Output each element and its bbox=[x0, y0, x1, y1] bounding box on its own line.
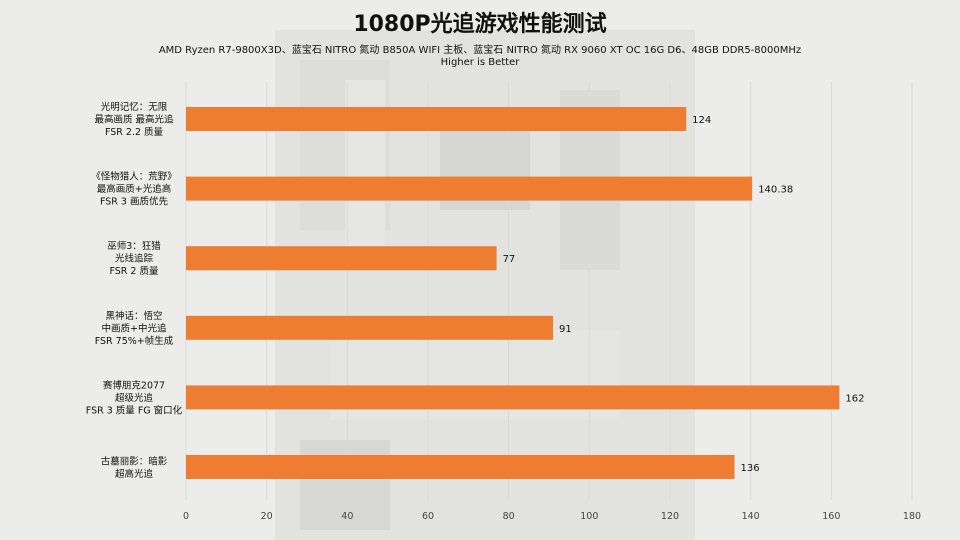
data-label: 91 bbox=[559, 324, 572, 335]
category-label: FSR 3 质量 FG 窗口化 bbox=[86, 404, 183, 416]
x-tick-label: 160 bbox=[822, 511, 840, 522]
category-label: 最高画质+光追高 bbox=[97, 183, 171, 195]
data-label: 77 bbox=[503, 254, 516, 265]
bar bbox=[186, 107, 687, 131]
bar bbox=[186, 246, 497, 271]
category-label: 巫师3：狂猎 bbox=[107, 240, 161, 252]
category-label: FSR 2.2 质量 bbox=[105, 126, 164, 138]
category-label: 光明记忆：无限 bbox=[101, 101, 168, 113]
x-tick-label: 0 bbox=[183, 511, 189, 522]
x-tick-label: 140 bbox=[742, 511, 760, 522]
category-label: 中画质+中光追 bbox=[102, 322, 167, 334]
x-tick-label: 120 bbox=[661, 511, 679, 522]
category-label: 赛博朋克2077 bbox=[103, 379, 165, 391]
x-tick-label: 180 bbox=[903, 511, 921, 522]
data-label: 136 bbox=[741, 463, 760, 474]
category-label: 超级光追 bbox=[115, 392, 154, 404]
data-label: 140.38 bbox=[758, 185, 793, 196]
x-tick-label: 80 bbox=[503, 511, 515, 522]
category-label: 古墓丽影：暗影 bbox=[101, 455, 168, 467]
bar bbox=[186, 176, 753, 201]
chart-note: Higher is Better bbox=[440, 57, 520, 68]
category-label: 黑神话：悟空 bbox=[105, 310, 162, 322]
category-label: FSR 75%+帧生成 bbox=[95, 335, 174, 347]
category-label: FSR 3 画质优先 bbox=[100, 196, 169, 208]
bar bbox=[186, 315, 554, 340]
bar bbox=[186, 455, 735, 479]
category-label: 超高光追 bbox=[115, 468, 154, 480]
category-label: 《怪物猎人：荒野》 bbox=[91, 171, 177, 183]
chart-title: 1080P光追游戏性能测试 bbox=[353, 12, 607, 37]
category-label: 最高画质 最高光追 bbox=[94, 114, 174, 126]
chart-subtitle: AMD Ryzen R7-9800X3D、蓝宝石 NITRO 氮动 B850A … bbox=[158, 45, 802, 56]
bar bbox=[186, 385, 840, 410]
x-tick-label: 60 bbox=[422, 511, 434, 522]
data-label: 162 bbox=[845, 393, 864, 404]
category-label: FSR 2 质量 bbox=[109, 265, 159, 277]
category-label: 光线追踪 bbox=[115, 253, 154, 265]
x-tick-label: 40 bbox=[341, 511, 353, 522]
x-tick-label: 20 bbox=[261, 511, 273, 522]
x-tick-label: 100 bbox=[580, 511, 598, 522]
data-label: 124 bbox=[692, 115, 711, 126]
